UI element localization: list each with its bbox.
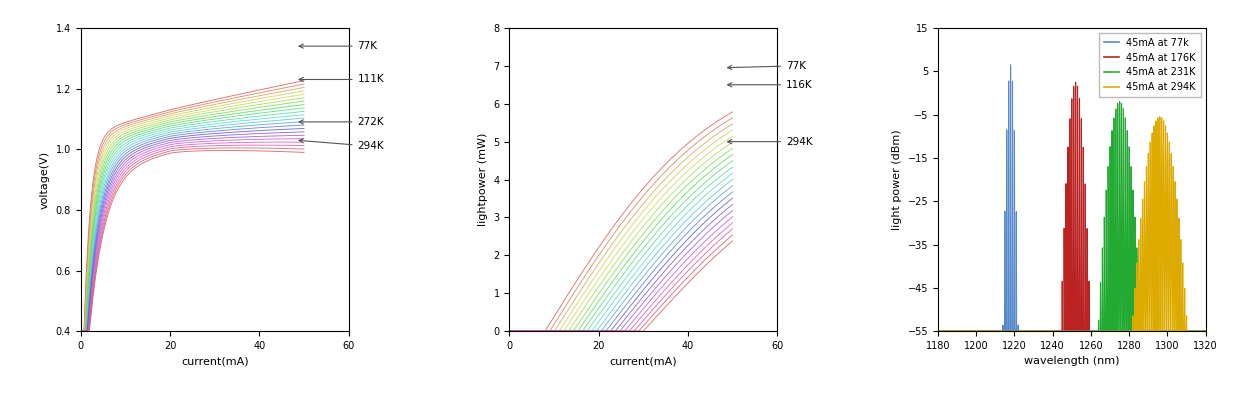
45mA at 294K — [1089, 329, 1104, 334]
45mA at 176K — [1129, 329, 1144, 334]
45mA at 77k — [1144, 329, 1158, 334]
45mA at 77k — [1089, 329, 1104, 334]
45mA at 294K — [1129, 324, 1144, 329]
Text: 272K: 272K — [300, 117, 384, 127]
Text: 111K: 111K — [300, 75, 384, 85]
45mA at 231K — [1089, 329, 1104, 334]
45mA at 294K — [931, 329, 946, 334]
45mA at 231K — [1100, 172, 1115, 177]
45mA at 77k — [1100, 329, 1115, 334]
X-axis label: wavelength (nm): wavelength (nm) — [1024, 356, 1120, 366]
X-axis label: current(mA): current(mA) — [181, 356, 249, 366]
45mA at 231K — [1198, 329, 1213, 334]
45mA at 294K — [1198, 329, 1213, 334]
Text: 77K: 77K — [300, 41, 378, 51]
45mA at 176K — [1068, 80, 1083, 85]
45mA at 176K — [1198, 329, 1213, 334]
45mA at 77k — [1028, 329, 1043, 334]
Line: 45mA at 294K: 45mA at 294K — [938, 117, 1206, 331]
45mA at 77k — [943, 329, 958, 334]
X-axis label: current(mA): current(mA) — [609, 356, 677, 366]
Text: 116K: 116K — [727, 80, 813, 90]
Y-axis label: voltage(V): voltage(V) — [40, 150, 50, 209]
45mA at 77k — [931, 329, 946, 334]
Text: 294K: 294K — [300, 139, 384, 151]
45mA at 231K — [943, 329, 958, 334]
Text: 77K: 77K — [727, 61, 807, 71]
45mA at 176K — [1100, 329, 1115, 334]
45mA at 231K — [1144, 329, 1158, 334]
Line: 45mA at 176K: 45mA at 176K — [938, 82, 1206, 331]
Legend: 45mA at 77k, 45mA at 176K, 45mA at 231K, 45mA at 294K: 45mA at 77k, 45mA at 176K, 45mA at 231K,… — [1099, 33, 1201, 97]
Line: 45mA at 77k: 45mA at 77k — [938, 65, 1206, 331]
45mA at 231K — [1129, 329, 1144, 334]
45mA at 294K — [1028, 329, 1043, 334]
45mA at 176K — [1089, 329, 1104, 334]
Y-axis label: lightpower (mW): lightpower (mW) — [477, 133, 487, 226]
45mA at 176K — [931, 329, 946, 334]
45mA at 176K — [1028, 329, 1043, 334]
Line: 45mA at 231K: 45mA at 231K — [938, 102, 1206, 331]
45mA at 176K — [1144, 329, 1158, 334]
45mA at 77k — [1129, 329, 1144, 334]
45mA at 231K — [1112, 99, 1127, 104]
45mA at 294K — [1100, 329, 1115, 334]
Y-axis label: light power (dBm): light power (dBm) — [892, 129, 902, 230]
45mA at 77k — [1003, 63, 1018, 67]
45mA at 231K — [1028, 329, 1043, 334]
45mA at 294K — [1152, 115, 1167, 119]
45mA at 294K — [1144, 236, 1158, 241]
45mA at 294K — [943, 329, 958, 334]
45mA at 231K — [931, 329, 946, 334]
45mA at 77k — [1198, 329, 1213, 334]
45mA at 176K — [943, 329, 958, 334]
Text: 294K: 294K — [727, 136, 813, 147]
